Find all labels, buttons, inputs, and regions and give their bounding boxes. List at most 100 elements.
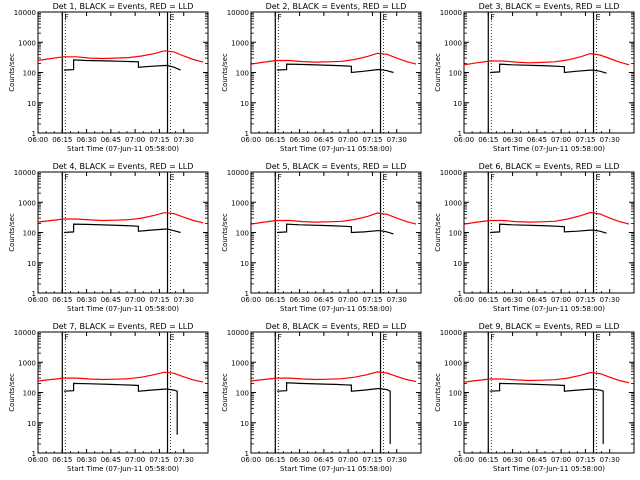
x-tick-label: 07:15 — [575, 136, 595, 144]
y-tick-label: 1 — [32, 130, 36, 138]
x-tick-label: 07:15 — [362, 136, 382, 144]
time-marker-label: E — [170, 13, 175, 22]
panel-title: Det 2, BLACK = Events, RED = LLD — [266, 2, 407, 11]
x-tick-label: 06:15 — [478, 136, 498, 144]
events-series-line — [63, 59, 181, 71]
y-tick-label: 1000 — [444, 359, 462, 367]
y-tick-label: 100 — [449, 230, 462, 238]
x-tick-label: 06:45 — [101, 296, 121, 304]
x-tick-label: 06:00 — [241, 136, 261, 144]
x-tick-label: 06:30 — [76, 456, 96, 464]
panel-title: Det 7, BLACK = Events, RED = LLD — [53, 322, 194, 331]
lld-series-line — [250, 212, 417, 225]
detector-panel-7: Det 7, BLACK = Events, RED = LLD 1 10 100 10… — [8, 322, 209, 473]
events-series-line — [489, 382, 604, 444]
time-marker-label: F — [64, 333, 69, 342]
x-tick-label: 06:30 — [502, 456, 522, 464]
y-tick-label: 10000 — [440, 9, 462, 17]
time-marker-label: F — [277, 333, 282, 342]
x-tick-label: 07:30 — [387, 296, 407, 304]
time-marker-label: F — [490, 333, 495, 342]
lld-series-line — [463, 211, 630, 225]
x-tick-label: 07:00 — [338, 136, 358, 144]
y-tick-label: 1000 — [18, 199, 36, 207]
x-tick-label: 06:45 — [314, 456, 334, 464]
x-axis-label: Start Time (07-Jun-11 05:58:00) — [493, 305, 605, 313]
x-tick-label: 06:30 — [289, 136, 309, 144]
y-tick-label: 10000 — [14, 9, 36, 17]
lld-series-line — [37, 212, 204, 224]
x-axis-label: Start Time (07-Jun-11 05:58:00) — [280, 305, 392, 313]
y-tick-label: 10 — [240, 260, 249, 268]
y-tick-label: 100 — [23, 390, 36, 398]
events-series-line — [276, 63, 394, 74]
x-tick-label: 06:15 — [52, 136, 72, 144]
x-axis-label: Start Time (07-Jun-11 05:58:00) — [280, 465, 392, 473]
x-tick-label: 07:30 — [174, 296, 194, 304]
y-tick-label: 1 — [458, 290, 462, 298]
time-marker-label: E — [596, 173, 601, 182]
x-tick-label: 07:00 — [551, 136, 571, 144]
panel-title: Det 1, BLACK = Events, RED = LLD — [53, 2, 194, 11]
x-tick-label: 07:00 — [338, 296, 358, 304]
y-tick-label: 1000 — [444, 39, 462, 47]
lld-series-line — [37, 50, 204, 63]
x-tick-label: 06:45 — [527, 136, 547, 144]
lld-series-line — [463, 371, 630, 384]
events-series-line — [276, 223, 394, 235]
y-axis-label: Counts/sec — [221, 213, 229, 252]
y-tick-label: 1 — [245, 450, 249, 458]
y-tick-label: 10 — [453, 260, 462, 268]
x-tick-label: 06:00 — [28, 456, 48, 464]
plot-frame — [37, 171, 209, 294]
x-tick-label: 06:30 — [76, 136, 96, 144]
time-marker-label: F — [64, 173, 69, 182]
x-tick-label: 07:30 — [387, 136, 407, 144]
y-axis-label: Counts/sec — [8, 373, 16, 412]
y-tick-label: 10 — [240, 420, 249, 428]
x-tick-label: 06:45 — [101, 456, 121, 464]
y-tick-label: 10 — [453, 100, 462, 108]
x-tick-label: 07:15 — [149, 456, 169, 464]
plot-frame — [250, 11, 422, 134]
y-tick-label: 100 — [236, 70, 249, 78]
y-tick-label: 1 — [458, 450, 462, 458]
x-axis-label: Start Time (07-Jun-11 05:58:00) — [67, 305, 179, 313]
time-marker-label: F — [277, 173, 282, 182]
lld-series-line — [37, 371, 204, 383]
detector-panel-9: Det 9, BLACK = Events, RED = LLD 1 10 100 10… — [434, 322, 635, 473]
x-tick-label: 06:45 — [101, 136, 121, 144]
x-tick-label: 06:45 — [314, 296, 334, 304]
time-marker-label: E — [170, 173, 175, 182]
detector-panel-2: Det 2, BLACK = Events, RED = LLD 1 10 100 10… — [221, 2, 422, 153]
x-tick-label: 06:30 — [289, 296, 309, 304]
x-tick-label: 07:30 — [600, 136, 620, 144]
x-axis-label: Start Time (07-Jun-11 05:58:00) — [493, 465, 605, 473]
y-tick-label: 100 — [236, 230, 249, 238]
x-tick-label: 06:15 — [265, 296, 285, 304]
plot-frame — [463, 171, 635, 294]
time-marker-label: E — [596, 333, 601, 342]
panel-title: Det 5, BLACK = Events, RED = LLD — [266, 162, 407, 171]
x-tick-label: 07:00 — [125, 136, 145, 144]
x-tick-label: 06:15 — [52, 456, 72, 464]
y-tick-label: 100 — [23, 230, 36, 238]
events-series-line — [489, 63, 607, 74]
x-tick-label: 06:30 — [76, 296, 96, 304]
y-tick-label: 1 — [32, 450, 36, 458]
panel-title: Det 4, BLACK = Events, RED = LLD — [53, 162, 194, 171]
y-tick-label: 100 — [449, 70, 462, 78]
y-tick-label: 100 — [236, 390, 249, 398]
x-tick-label: 07:00 — [551, 456, 571, 464]
x-tick-label: 06:00 — [28, 136, 48, 144]
x-tick-label: 07:30 — [174, 136, 194, 144]
y-tick-label: 10000 — [440, 169, 462, 177]
x-tick-label: 07:00 — [338, 456, 358, 464]
x-tick-label: 07:00 — [125, 296, 145, 304]
events-series-line — [276, 382, 391, 444]
y-tick-label: 10000 — [440, 329, 462, 337]
x-tick-label: 07:00 — [125, 456, 145, 464]
time-marker-label: E — [383, 333, 388, 342]
x-tick-label: 07:30 — [600, 296, 620, 304]
y-tick-label: 10000 — [227, 169, 249, 177]
